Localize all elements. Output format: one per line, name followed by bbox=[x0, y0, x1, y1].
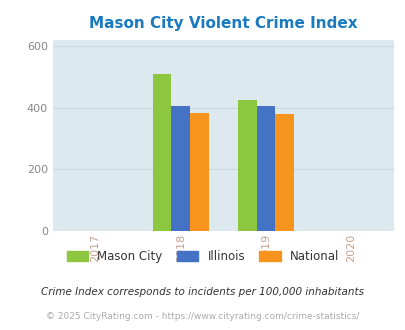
Text: © 2025 CityRating.com - https://www.cityrating.com/crime-statistics/: © 2025 CityRating.com - https://www.city… bbox=[46, 312, 359, 321]
Bar bbox=[237, 100, 256, 231]
Text: Crime Index corresponds to incidents per 100,000 inhabitants: Crime Index corresponds to incidents per… bbox=[41, 287, 364, 297]
Bar bbox=[171, 106, 190, 231]
Bar bbox=[275, 114, 293, 231]
Bar bbox=[152, 74, 171, 231]
Legend: Mason City, Illinois, National: Mason City, Illinois, National bbox=[66, 250, 339, 263]
Bar bbox=[190, 113, 208, 231]
Bar bbox=[256, 106, 275, 231]
Title: Mason City Violent Crime Index: Mason City Violent Crime Index bbox=[89, 16, 357, 31]
